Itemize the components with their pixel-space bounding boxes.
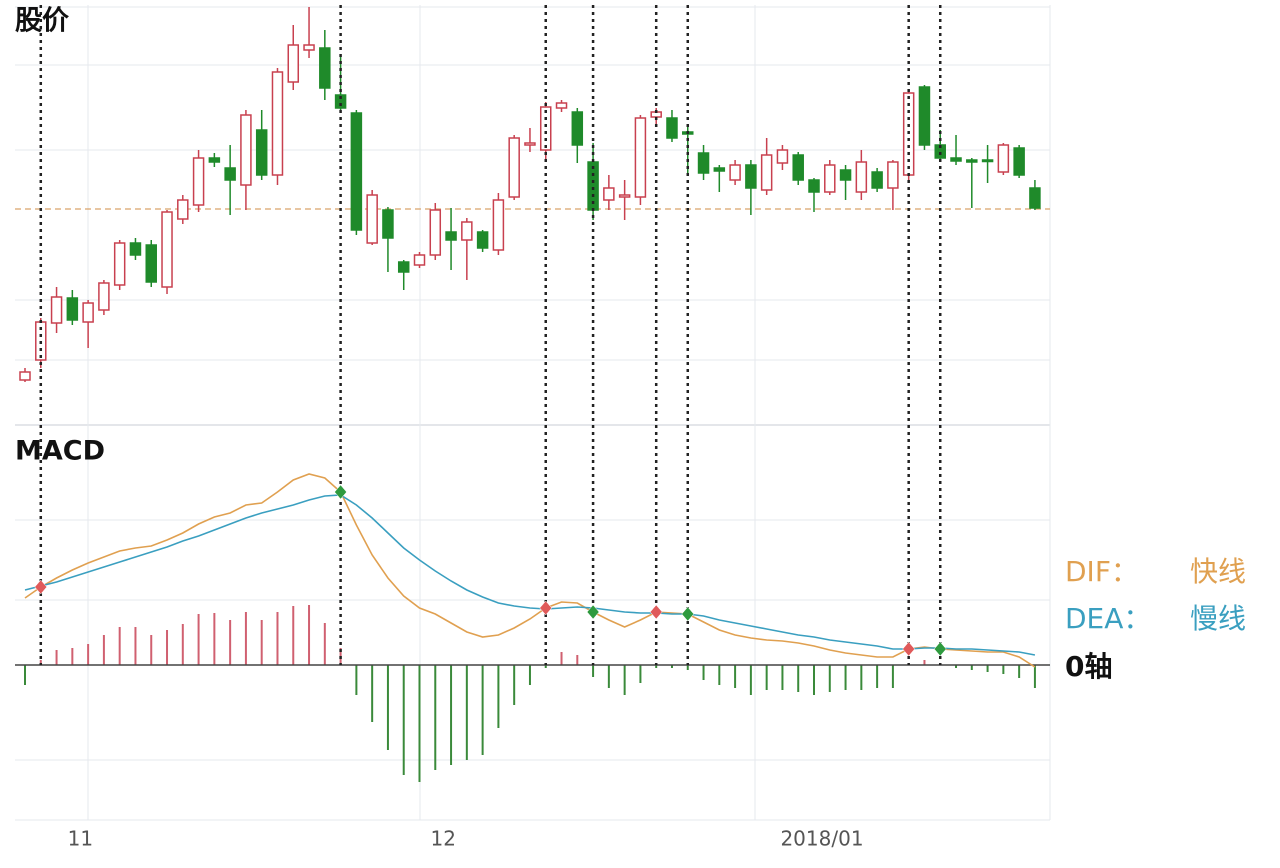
candle-body [508,137,520,198]
legend-dea: DEA： [1065,602,1151,635]
candle-body [634,117,647,198]
candle-body [871,171,883,189]
macd-line [24,473,1036,668]
candle-body [618,194,631,198]
zero-axis-label: 0轴 [1065,650,1112,683]
cross-point [649,604,663,620]
candle-body [271,71,284,176]
candle-body [539,106,552,151]
candle-body [808,179,820,193]
legend-dea-meaning: 慢线 [1190,602,1246,635]
candle-body [666,117,678,139]
candle-body [50,296,63,324]
candle-body [839,169,852,181]
candle-body [208,157,221,163]
candle-body [792,154,804,181]
candle-body [82,302,94,323]
price-title: 股价 [15,6,70,37]
candle-body [918,86,931,146]
candle-body [429,209,442,256]
candle-body [855,161,868,193]
background-grid [15,5,1051,821]
candle-body [776,149,789,164]
candle-body [1013,147,1025,176]
candle-body [445,231,457,241]
candle-body [950,157,962,162]
candle-body [177,199,189,220]
candle-body [192,157,205,206]
candle-body [1029,187,1041,209]
candle-body [524,142,536,146]
cross-point [34,579,48,595]
candle-body [397,261,410,273]
candle-body [382,209,394,239]
candle-body [129,242,142,256]
candle-body [461,221,473,241]
candle-body [966,159,978,163]
candle-body [603,187,615,201]
candle-body [161,211,173,288]
cross-point [681,606,695,622]
legend-dif: DIF： [1065,555,1139,588]
legend-dif-meaning: 快线 [1190,555,1246,588]
candle-body [287,44,300,83]
cross-point [902,641,916,657]
candle-body [319,47,331,89]
candle-body [366,194,378,244]
candle-body [887,161,899,189]
candle-body [745,164,757,189]
candle-body [824,164,836,193]
candle-body [476,231,489,249]
x-tick-label: 12 [431,827,456,851]
candle-body [224,167,236,181]
x-tick-label: 2018/01 [780,827,863,851]
candle-body [240,114,252,186]
candle-body [713,167,726,172]
macd-title: MACD [15,436,105,467]
candle-body [303,44,315,51]
cross-point [586,604,600,620]
x-tick-label: 11 [68,827,93,851]
candle-body [145,244,157,283]
candle-body [334,94,347,109]
candle-body [760,154,773,191]
candle-body [997,144,1010,173]
candle-body [19,371,31,381]
candle-body [413,254,426,266]
macd-line [24,494,1036,656]
candle-body [66,297,79,321]
candle-body [571,111,584,146]
cross-point [933,641,947,657]
candle-body [255,129,268,176]
candle-body [697,152,710,174]
candle-body [555,102,568,109]
candle-body [981,159,994,163]
cross-point [334,484,347,500]
candle-body [350,112,363,231]
candle-body [729,164,741,181]
candle-body [492,199,505,251]
candle-body [98,282,110,311]
cross-point [539,600,553,616]
candle-body [113,242,126,286]
